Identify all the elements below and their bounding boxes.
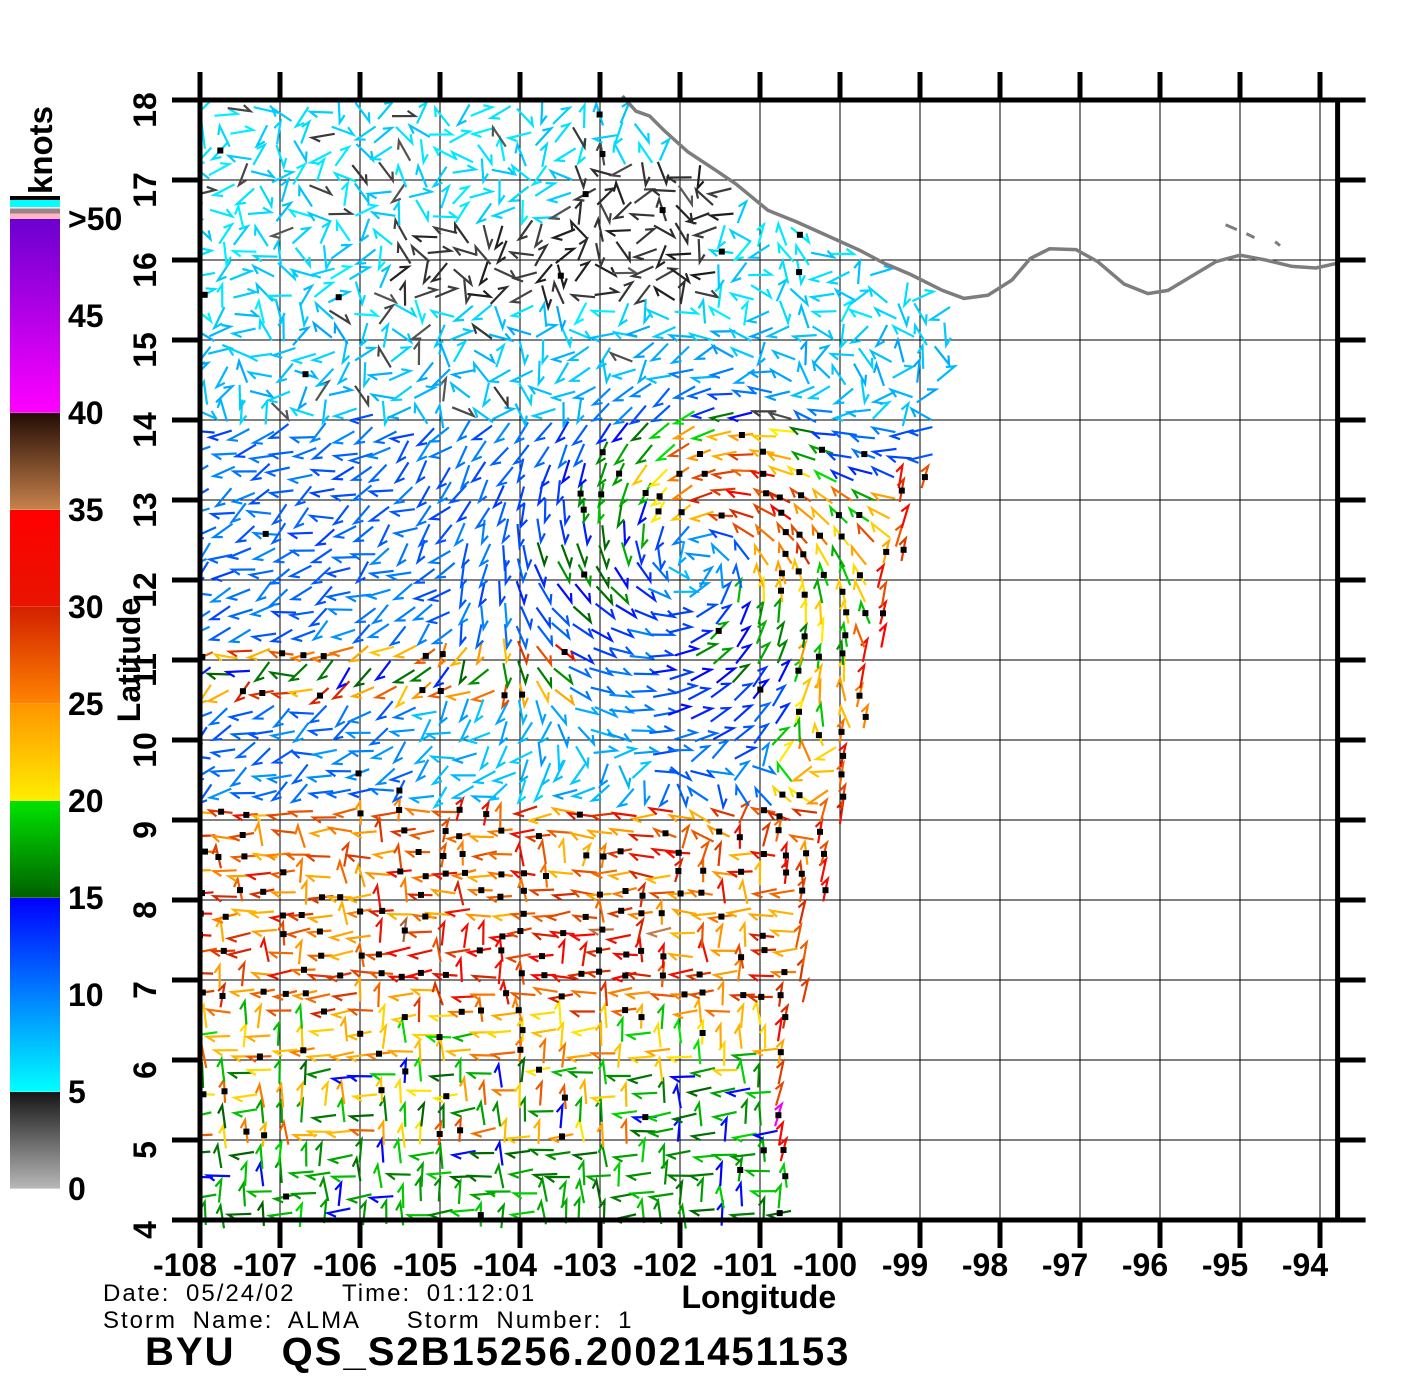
x-tick-label: -98 [962, 1247, 1008, 1283]
y-tick-label: 7 [127, 981, 163, 999]
colorbar-tick-label: 25 [68, 686, 104, 722]
island [1245, 232, 1256, 239]
rain-flag-dots-layer [198, 111, 928, 1219]
x-tick-label: -94 [1282, 1247, 1328, 1283]
x-axis-title: Longitude [681, 1279, 836, 1315]
y-tick-label: 17 [127, 172, 163, 208]
x-tick-label: -96 [1122, 1247, 1168, 1283]
x-tick-label: -108 [153, 1247, 217, 1283]
storm-info-label: Storm Name: ALMA Storm Number: 1 [103, 1307, 634, 1334]
y-tick-label: 11 [127, 653, 163, 687]
colorbar-tick-label: 20 [68, 783, 104, 819]
y-tick-label: 6 [127, 1061, 163, 1079]
y-tick-label: 18 [127, 92, 163, 128]
colorbar-tick-label: 45 [68, 298, 104, 334]
x-tick-label: -97 [1042, 1247, 1088, 1283]
colorbar-tick-label: >50 [68, 201, 122, 237]
y-tick-label: 4 [127, 1221, 163, 1239]
colorbar-tick-label: 0 [68, 1171, 86, 1207]
x-tick-label: -106 [313, 1247, 377, 1283]
x-tick-label: -104 [473, 1247, 537, 1283]
date-time-label: Date: 05/24/02 Time: 01:12:01 [103, 1280, 537, 1307]
colorbar-title: knots [22, 106, 59, 194]
x-tick-label: -107 [233, 1247, 297, 1283]
colorbar-tick-label: 35 [68, 492, 104, 528]
y-tick-label: 15 [127, 332, 163, 368]
island [1274, 240, 1281, 247]
colorbar-tick-label: 10 [68, 977, 104, 1013]
y-tick-label: 16 [127, 252, 163, 288]
y-tick-label: 14 [127, 412, 163, 448]
wind-vectors-layer [198, 99, 959, 1229]
y-tick-label: 8 [127, 901, 163, 919]
figure-id-label: BYU QS_S2B15256.20021451153 [145, 1330, 851, 1374]
x-tick-label: -103 [553, 1247, 617, 1283]
colorbar-tick-label: 15 [68, 880, 104, 916]
colorbar-tick-label: 5 [68, 1074, 86, 1110]
x-tick-label: -102 [633, 1247, 697, 1283]
y-tick-label: 10 [127, 732, 163, 768]
plot-grid [199, 99, 1338, 1221]
colorbar-tick-label: 40 [68, 395, 104, 431]
y-tick-label: 5 [127, 1141, 163, 1159]
colorbar-tick-label: 30 [68, 589, 104, 625]
x-tick-label: -101 [713, 1247, 777, 1283]
x-tick-label: -95 [1202, 1247, 1248, 1283]
x-tick-label: -99 [882, 1247, 928, 1283]
y-tick-label: 13 [127, 492, 163, 528]
x-tick-label: -100 [793, 1247, 857, 1283]
y-tick-label: 9 [127, 821, 163, 839]
axes-box [172, 72, 1366, 1248]
x-tick-label: -105 [393, 1247, 457, 1283]
axis-labels: -108 -107 -106 -105 -104 -103 -102 -101 -100 -99-… [111, 92, 1328, 1315]
y-tick-label: 12 [127, 572, 163, 608]
coastline [621, 94, 1338, 301]
y-axis-title: Latitude [111, 598, 147, 722]
island [1225, 223, 1238, 231]
